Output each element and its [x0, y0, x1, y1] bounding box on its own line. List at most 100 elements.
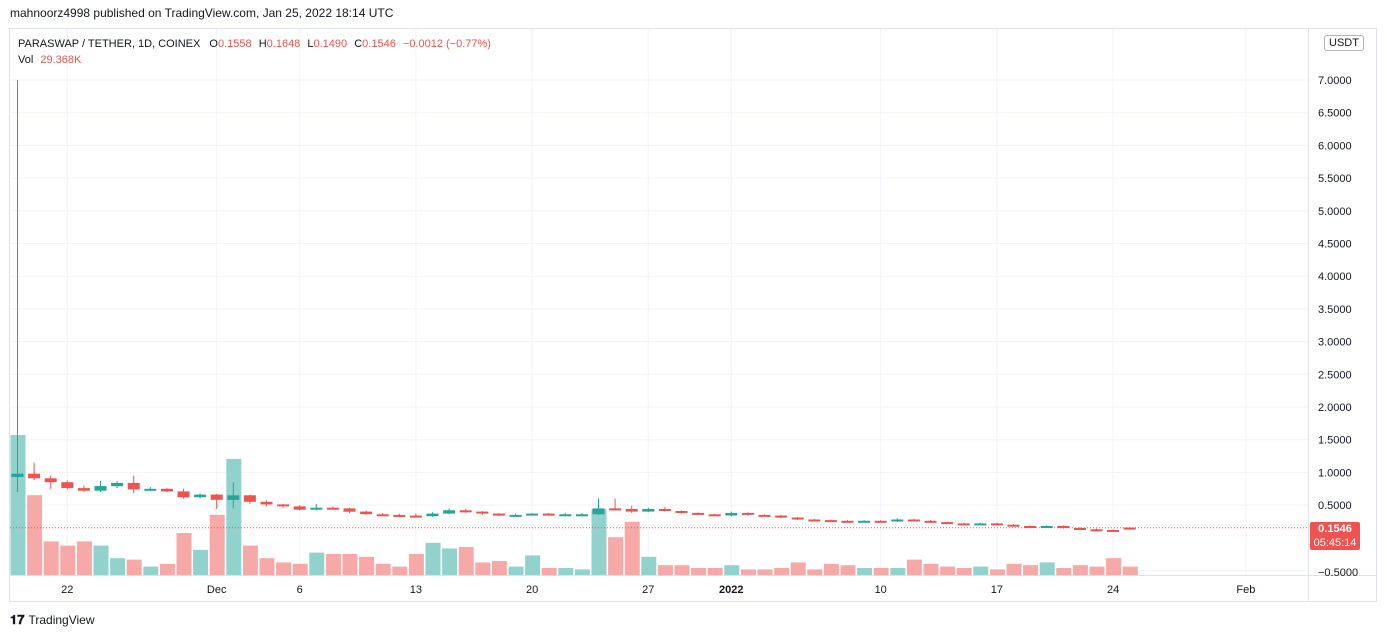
candle: [559, 512, 572, 517]
footer-brand[interactable]: 𝟏𝟕 TradingView: [10, 612, 95, 628]
candle: [1073, 527, 1086, 530]
volume-bar: [973, 566, 989, 575]
candle-body: [1090, 529, 1103, 532]
candle: [426, 512, 439, 517]
candle: [974, 522, 987, 526]
candle-body: [907, 519, 920, 522]
bar-countdown: 05:45:14: [1313, 537, 1357, 549]
legend-volume-row: Vol 29.368K: [18, 52, 491, 68]
volume-bar: [425, 542, 441, 575]
volume-bar: [27, 495, 43, 575]
candle-body: [891, 519, 904, 522]
candle-body: [1024, 526, 1037, 528]
chart-legend: PARASWAP / TETHER, 1D, COINEX O0.1558 H0…: [18, 36, 491, 68]
candle-body: [94, 486, 107, 491]
x-tick-label: 24: [1107, 584, 1119, 596]
volume-bar: [691, 568, 707, 575]
volume-bar: [790, 562, 806, 575]
volume-bar: [325, 554, 341, 575]
candle-body: [609, 508, 622, 511]
volume-bar: [940, 566, 956, 575]
candle-body: [808, 519, 821, 522]
x-tick-label: 27: [642, 584, 654, 596]
candle: [326, 506, 339, 510]
candle: [243, 494, 256, 504]
candle: [476, 510, 489, 515]
y-tick-label: 1.0000: [1318, 467, 1352, 479]
candle: [891, 518, 904, 523]
x-tick-label: 22: [61, 584, 73, 596]
candle: [725, 511, 738, 517]
volume-bar: [1023, 565, 1039, 575]
candle: [824, 519, 837, 523]
candle-body: [758, 514, 771, 517]
candle: [924, 520, 937, 523]
volume-bar: [923, 563, 939, 575]
candle-body: [1057, 526, 1070, 528]
candle-body: [874, 520, 887, 523]
volume-bar: [176, 533, 192, 575]
candle-body: [924, 520, 937, 523]
candle: [658, 507, 671, 512]
candle-body: [974, 523, 987, 526]
candle: [360, 510, 373, 515]
volume-bar: [209, 514, 225, 575]
candle: [575, 512, 588, 517]
candle: [642, 507, 655, 513]
candle: [741, 512, 754, 516]
footer-brand-label: TradingView: [28, 613, 95, 627]
candle: [293, 505, 306, 511]
volume-bar: [226, 458, 242, 575]
volume-label: Vol: [18, 54, 34, 66]
candle-body: [11, 473, 24, 477]
volume-bar: [508, 566, 524, 575]
volume-bar: [359, 556, 375, 575]
volume-bar: [906, 559, 922, 575]
candle: [542, 512, 555, 516]
volume-bar: [740, 569, 756, 575]
volume-bar: [126, 559, 142, 575]
candle: [94, 480, 107, 493]
candle-body: [260, 501, 273, 505]
candle: [44, 475, 57, 489]
y-tick-label: 6.0000: [1318, 140, 1352, 152]
volume-bar: [342, 554, 358, 575]
open-label: O: [209, 38, 218, 50]
candle: [1090, 528, 1103, 532]
candle-body: [957, 523, 970, 526]
y-tick-label: 7.0000: [1318, 75, 1352, 87]
candle-body: [1073, 528, 1086, 530]
symbol-title[interactable]: PARASWAP / TETHER, 1D, COINEX: [18, 38, 201, 50]
x-tick-label: 6: [297, 584, 303, 596]
volume-bar: [193, 549, 209, 575]
volume-bar: [259, 558, 275, 575]
candle-body: [194, 494, 207, 498]
candle-body: [127, 482, 140, 490]
candle-body: [28, 473, 41, 479]
volume-bar: [774, 568, 790, 575]
candle: [858, 520, 871, 523]
currency-badge[interactable]: USDT: [1324, 35, 1364, 51]
x-tick-label: 20: [526, 584, 538, 596]
candle-body: [1007, 524, 1020, 527]
candle-body: [310, 507, 323, 510]
y-tick-label: 4.5000: [1318, 239, 1352, 251]
volume-bar: [707, 568, 723, 575]
candle: [609, 498, 622, 511]
x-tick-label: 17: [991, 584, 1003, 596]
candle: [791, 516, 804, 521]
volume-bar: [956, 568, 972, 575]
candle: [758, 514, 771, 517]
x-tick-label: Feb: [1236, 584, 1255, 596]
candle-body: [990, 523, 1003, 526]
candle-body: [492, 513, 505, 516]
candle: [409, 513, 422, 518]
candle-body: [642, 509, 655, 512]
volume-bar: [309, 552, 325, 575]
open-value: 0.1558: [217, 38, 252, 50]
candle: [194, 493, 207, 499]
candle: [277, 503, 290, 508]
candle-body: [775, 515, 788, 518]
candle-body: [592, 508, 605, 515]
